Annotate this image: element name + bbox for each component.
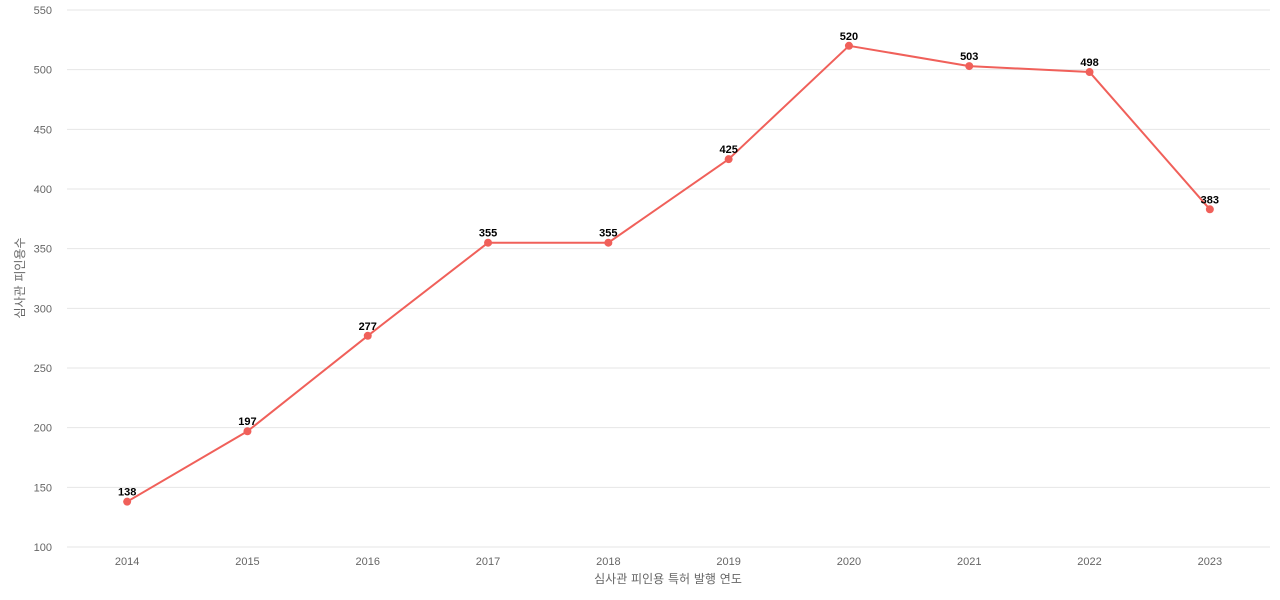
data-label: 425 — [719, 144, 737, 156]
data-label: 138 — [118, 487, 136, 499]
y-tick-label: 300 — [34, 303, 52, 315]
x-tick-label: 2017 — [476, 556, 500, 568]
data-label: 277 — [359, 321, 377, 333]
data-point[interactable] — [484, 238, 493, 247]
x-tick-label: 2015 — [235, 556, 259, 568]
series-layer — [123, 41, 1214, 506]
data-label: 383 — [1201, 194, 1219, 206]
y-tick-label: 400 — [34, 184, 52, 196]
data-label: 498 — [1080, 57, 1098, 69]
data-point[interactable] — [1085, 68, 1094, 77]
x-tick-label: 2020 — [837, 556, 861, 568]
x-tick-label: 2016 — [356, 556, 380, 568]
series-line — [126, 44, 1211, 503]
data-label: 503 — [960, 51, 978, 63]
x-tick-label: 2019 — [716, 556, 740, 568]
y-axis-title: 심사관 피인용수 — [13, 237, 27, 318]
y-tick-label: 500 — [34, 65, 52, 77]
y-tick-label: 200 — [34, 423, 52, 435]
x-axis-ticks: 2014 2015 2016 2017 2018 2019 2020 2021 2022 2023 — [115, 556, 1222, 568]
data-point[interactable] — [1205, 205, 1214, 214]
data-point[interactable] — [844, 41, 853, 50]
y-tick-label: 550 — [34, 5, 52, 17]
x-tick-label: 2014 — [115, 556, 139, 568]
data-point[interactable] — [604, 238, 613, 247]
x-tick-label: 2021 — [957, 556, 981, 568]
data-label: 355 — [479, 228, 497, 240]
data-point[interactable] — [123, 497, 132, 506]
data-point[interactable] — [724, 155, 733, 164]
y-tick-label: 250 — [34, 363, 52, 375]
grid-layer — [67, 9, 1270, 548]
x-tick-label: 2018 — [596, 556, 620, 568]
x-tick-label: 2023 — [1198, 556, 1222, 568]
data-label: 197 — [238, 416, 256, 428]
data-point[interactable] — [965, 62, 974, 71]
y-axis-ticks: 100 150 200 250 300 350 400 450 500 550 — [34, 5, 52, 554]
y-tick-label: 150 — [34, 482, 52, 494]
y-tick-label: 100 — [34, 542, 52, 554]
data-label: 355 — [599, 228, 617, 240]
data-label: 520 — [840, 31, 858, 43]
y-tick-label: 450 — [34, 124, 52, 136]
data-point[interactable] — [363, 331, 372, 340]
y-tick-label: 350 — [34, 244, 52, 256]
x-axis-title: 심사관 피인용 특허 발행 연도 — [594, 571, 742, 586]
data-point[interactable] — [243, 427, 252, 436]
x-tick-label: 2022 — [1077, 556, 1101, 568]
data-labels: 138 197 277 355 355 425 520 503 498 383 — [118, 31, 1219, 499]
